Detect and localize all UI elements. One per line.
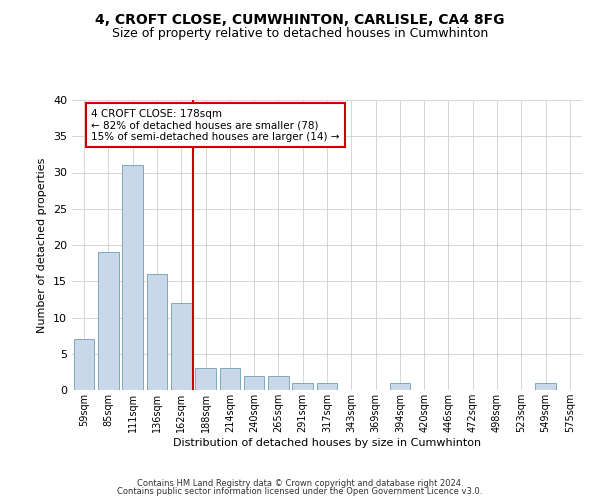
Text: Contains HM Land Registry data © Crown copyright and database right 2024.: Contains HM Land Registry data © Crown c…: [137, 478, 463, 488]
Bar: [389, 383, 410, 390]
Bar: [268, 376, 289, 390]
Text: 4 CROFT CLOSE: 178sqm
← 82% of detached houses are smaller (78)
15% of semi-deta: 4 CROFT CLOSE: 178sqm ← 82% of detached …: [91, 108, 340, 142]
Bar: [220, 368, 240, 390]
Text: Contains public sector information licensed under the Open Government Licence v3: Contains public sector information licen…: [118, 487, 482, 496]
Text: 4, CROFT CLOSE, CUMWHINTON, CARLISLE, CA4 8FG: 4, CROFT CLOSE, CUMWHINTON, CARLISLE, CA…: [95, 12, 505, 26]
Bar: [535, 383, 556, 390]
Y-axis label: Number of detached properties: Number of detached properties: [37, 158, 47, 332]
Bar: [292, 383, 313, 390]
Bar: [146, 274, 167, 390]
Bar: [244, 376, 265, 390]
Bar: [98, 252, 119, 390]
Text: Size of property relative to detached houses in Cumwhinton: Size of property relative to detached ho…: [112, 28, 488, 40]
Bar: [122, 165, 143, 390]
Bar: [195, 368, 216, 390]
X-axis label: Distribution of detached houses by size in Cumwhinton: Distribution of detached houses by size …: [173, 438, 481, 448]
Bar: [317, 383, 337, 390]
Bar: [171, 303, 191, 390]
Bar: [74, 339, 94, 390]
